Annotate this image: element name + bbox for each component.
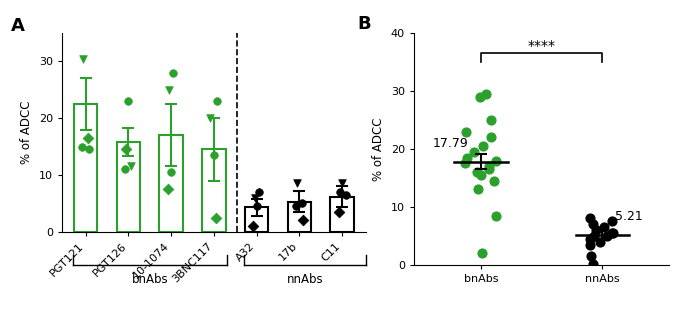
Bar: [117, 142, 140, 232]
Bar: [245, 207, 268, 232]
Point: [477, 143, 489, 149]
Point: [484, 164, 495, 169]
Bar: [331, 197, 354, 232]
Point: [481, 91, 492, 97]
Point: [607, 230, 618, 236]
Bar: [202, 149, 226, 232]
Point: [251, 204, 262, 209]
Point: [248, 223, 259, 229]
Text: nnAbs: nnAbs: [286, 273, 323, 286]
Point: [297, 218, 308, 223]
Point: [607, 219, 618, 224]
Point: [584, 242, 595, 247]
Text: 5.21: 5.21: [615, 210, 643, 223]
Point: [337, 181, 348, 186]
Point: [469, 149, 480, 155]
Point: [166, 169, 177, 175]
Point: [78, 56, 89, 61]
Point: [475, 94, 486, 99]
Point: [591, 227, 602, 233]
Point: [486, 118, 497, 123]
Point: [292, 181, 303, 186]
Point: [210, 215, 221, 220]
Point: [335, 189, 346, 195]
Point: [483, 166, 494, 172]
Bar: [74, 104, 97, 232]
Point: [168, 70, 179, 75]
Text: A: A: [10, 17, 24, 35]
Point: [588, 233, 599, 238]
Point: [253, 189, 264, 195]
Text: bnAbs: bnAbs: [132, 273, 168, 286]
Point: [485, 135, 496, 140]
Bar: [159, 135, 183, 232]
Point: [599, 224, 610, 230]
Point: [491, 158, 502, 163]
Point: [607, 230, 618, 236]
Point: [340, 192, 351, 198]
Point: [594, 239, 605, 244]
Point: [123, 99, 134, 104]
Text: ****: ****: [528, 39, 555, 54]
Point: [164, 87, 175, 92]
Point: [460, 129, 471, 134]
Point: [588, 261, 599, 266]
Point: [162, 186, 173, 192]
Point: [119, 166, 130, 172]
Point: [205, 116, 216, 121]
Point: [121, 147, 132, 152]
Point: [471, 169, 482, 175]
Point: [125, 164, 136, 169]
Y-axis label: % of ADCC: % of ADCC: [21, 101, 33, 164]
Point: [586, 254, 597, 259]
Point: [584, 216, 595, 221]
Point: [208, 153, 219, 158]
Point: [460, 161, 471, 166]
Point: [584, 236, 595, 241]
Text: B: B: [358, 15, 371, 32]
Point: [475, 172, 486, 178]
Point: [489, 178, 500, 183]
Point: [461, 155, 472, 160]
Point: [249, 195, 260, 200]
Point: [82, 135, 93, 141]
Point: [77, 144, 88, 149]
Point: [476, 251, 487, 256]
Text: 17.79: 17.79: [433, 137, 469, 150]
Point: [296, 201, 307, 206]
Point: [333, 209, 344, 214]
Point: [588, 222, 599, 227]
Point: [212, 99, 223, 104]
Point: [491, 213, 502, 218]
Y-axis label: % of ADCC: % of ADCC: [373, 117, 385, 181]
Point: [602, 233, 613, 238]
Point: [290, 204, 302, 209]
Bar: [288, 202, 311, 232]
Point: [472, 187, 483, 192]
Point: [83, 147, 95, 152]
